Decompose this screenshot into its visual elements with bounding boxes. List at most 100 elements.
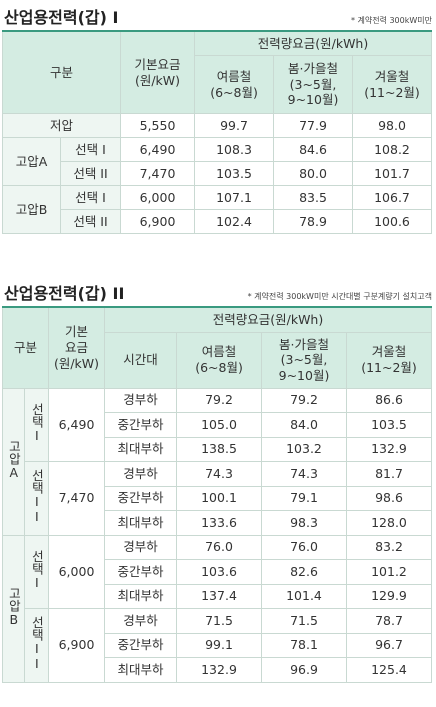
base-rate: 5,550 [120,113,196,138]
row: 최대부하 138.5 103.2 132.9 [3,436,433,462]
energy-rate: 100.1 [176,485,262,511]
header-cell: 겨울철 (11~2월) [351,55,433,114]
energy-rate: 108.3 [194,137,274,162]
option-label: 선택 II [59,161,122,186]
row: 선택 II 7,470 103.5 80.0 101.7 [3,161,433,186]
energy-rate: 84.6 [273,137,353,162]
energy-rate: 86.6 [345,387,433,413]
energy-rate: 108.2 [351,137,433,162]
row: 최대부하 132.9 96.9 125.4 [3,657,433,683]
header-cell: 전력량요금(원/kWh) [104,306,432,333]
row: 최대부하 133.6 98.3 128.0 [3,510,433,536]
header-cell: 기본 요금 (원/kW) [48,306,106,389]
row: 저압 5,550 99.7 77.9 98.0 [1,113,433,138]
energy-rate: 96.7 [345,632,433,658]
energy-rate: 102.4 [194,209,274,234]
energy-rate: 79.2 [176,387,262,413]
option-label: 선택I [23,534,50,609]
energy-rate: 96.9 [261,657,347,683]
table: 구분 기본요금 (원/kW) 전력량요금(원/kWh) 여름철 (6~8월) 봄… [1,30,433,234]
row: 고압B 선택 I 6,000 107.1 83.5 106.7 [2,185,433,234]
header-cell: 겨울철 (11~2월) [345,331,433,389]
energy-rate: 76.0 [176,534,262,560]
group-label: 고압A [2,137,61,186]
energy-rate: 98.6 [345,485,433,511]
period-label: 최대부하 [104,657,178,683]
period-label: 중간부하 [104,559,178,585]
energy-rate: 125.4 [345,657,433,683]
row: 선택II 6,900 경부하 71.5 71.5 78.7 [3,608,433,683]
note: * 계약전력 300kW미만 [350,16,432,25]
option-label: 선택 II [59,209,122,234]
row: 고압B 선택I 6,000 경부하 76.0 76.0 83.2 [2,534,433,683]
header-cell: 전력량요금(원/kWh) [194,30,432,56]
title: 산업용전력(갑) I [4,8,119,27]
section-header: 산업용전력(갑) II * 계약전력 300kW미만 시간대별 구분계량기 설치… [2,280,432,306]
header-cell: 봄·가을철 (3~5월, 9~10월) [273,55,353,114]
energy-rate: 132.9 [345,436,433,462]
energy-rate: 78.9 [273,209,353,234]
energy-rate: 103.2 [261,436,347,462]
energy-rate: 80.0 [273,161,353,186]
row: 중간부하 100.1 79.1 98.6 [3,485,433,511]
table: 구분 기본 요금 (원/kW) 전력량요금(원/kWh) 시간대 여름철 (6~… [1,306,433,683]
base-rate: 6,000 [120,185,196,210]
base-rate: 6,490 [48,387,106,462]
energy-rate: 132.9 [176,657,262,683]
group-label: 고압B [6,586,22,627]
energy-rate: 76.0 [261,534,347,560]
section-1: 산업용전력(갑) I * 계약전력 300kW미만 구분 기본요금 (원/kW)… [1,4,433,234]
energy-rate: 129.9 [345,583,433,609]
energy-rate: 101.4 [261,583,347,609]
energy-rate: 74.3 [261,461,347,487]
energy-rate: 98.3 [261,510,347,536]
option-label: 선택I [23,387,50,462]
row: 선택 II 6,900 102.4 78.9 100.6 [3,209,433,234]
header-cell: 여름철 (6~8월) [176,331,262,389]
row: 선택II 7,470 경부하 74.3 74.3 81.7 [3,461,433,536]
option-label: 선택 I [59,137,122,162]
row: 고압A 선택I 6,490 경부하 79.2 79.2 86.6 [2,387,433,536]
energy-rate: 74.3 [176,461,262,487]
energy-rate: 138.5 [176,436,262,462]
title: 산업용전력(갑) II [4,284,125,303]
option-label: 선택II [29,615,45,671]
row: 중간부하 103.6 82.6 101.2 [3,559,433,585]
period-label: 최대부하 [104,436,178,462]
energy-rate: 84.0 [261,412,347,438]
option-label: 선택II [23,461,50,536]
option-label: 선택 I [59,185,122,210]
energy-rate: 79.2 [261,387,347,413]
row: 최대부하 137.4 101.4 129.9 [3,583,433,609]
header-cell: 구분 [1,306,50,389]
energy-rate: 100.6 [351,209,433,234]
base-rate: 7,470 [120,161,196,186]
header-cell: 기본요금 (원/kW) [120,30,196,114]
period-label: 경부하 [104,534,178,560]
energy-rate: 98.0 [351,113,433,138]
period-label: 중간부하 [104,632,178,658]
energy-rate: 103.5 [194,161,274,186]
energy-rate: 83.5 [273,185,353,210]
energy-rate: 105.0 [176,412,262,438]
row: 중간부하 99.1 78.1 96.7 [3,632,433,658]
period-label: 경부하 [104,461,178,487]
energy-rate: 103.6 [176,559,262,585]
energy-rate: 78.7 [345,608,433,634]
energy-rate: 71.5 [176,608,262,634]
option-label: 선택I [29,549,45,590]
energy-rate: 77.9 [273,113,353,138]
section-2: 산업용전력(갑) II * 계약전력 300kW미만 시간대별 구분계량기 설치… [1,280,433,683]
base-rate: 6,490 [120,137,196,162]
energy-rate: 101.7 [351,161,433,186]
option-label: 선택I [29,402,45,443]
group-label: 고압A [2,387,25,536]
base-rate: 7,470 [48,461,106,536]
energy-rate: 128.0 [345,510,433,536]
energy-rate: 79.1 [261,485,347,511]
period-label: 경부하 [104,387,178,413]
base-rate: 6,900 [48,608,106,683]
base-rate: 6,000 [48,534,106,609]
energy-rate: 83.2 [345,534,433,560]
